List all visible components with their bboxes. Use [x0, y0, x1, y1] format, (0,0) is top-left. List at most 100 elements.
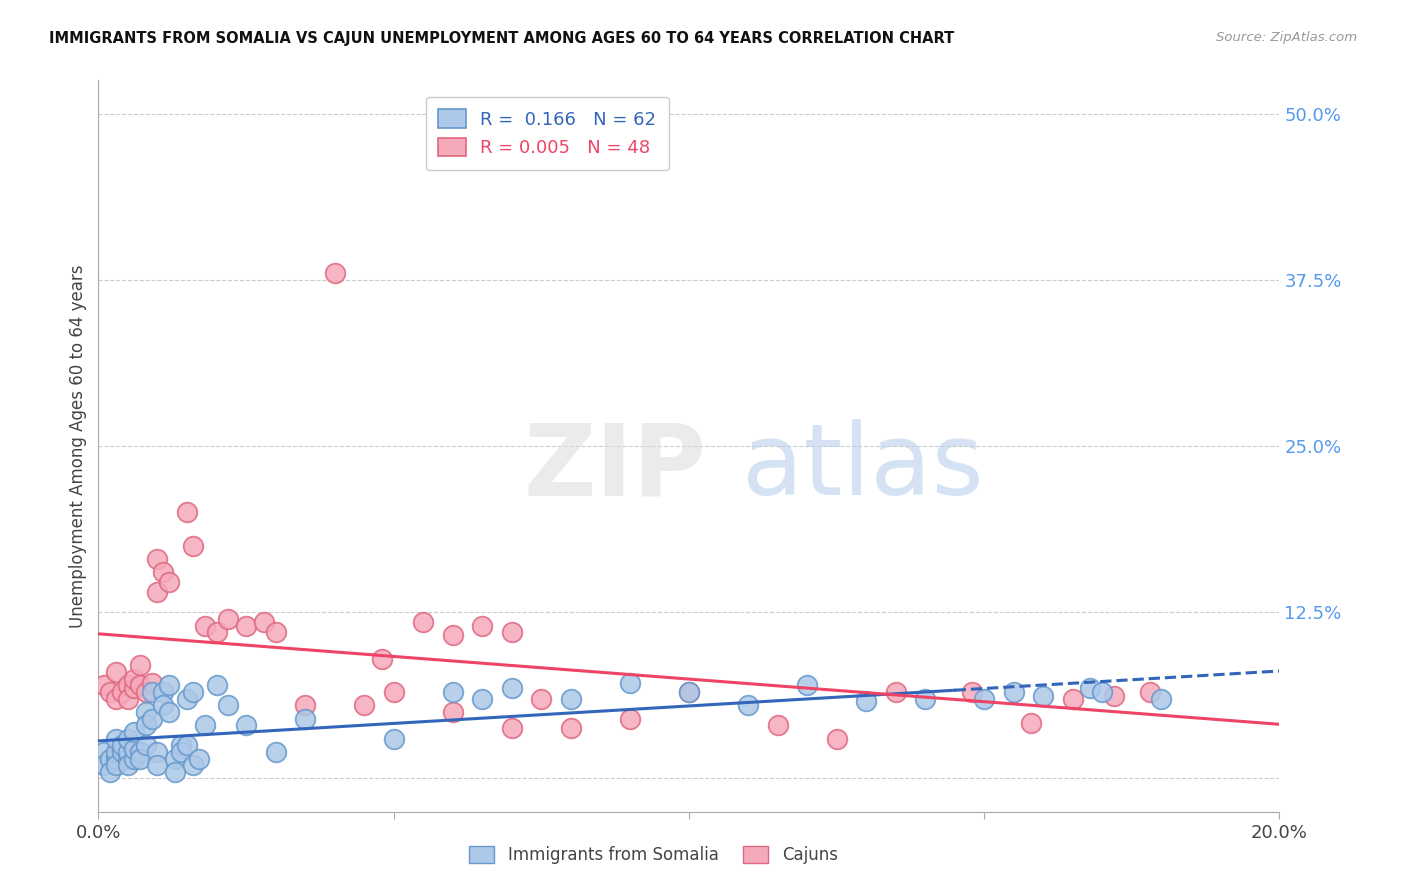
Point [170, 738, 193, 752]
Point [146, 552, 169, 566]
Point [914, 691, 936, 706]
Point [181, 758, 204, 772]
Point [105, 691, 128, 706]
Point [146, 745, 169, 759]
Point [855, 694, 877, 708]
Point [176, 691, 198, 706]
Point [105, 665, 128, 679]
Point [157, 574, 180, 589]
Text: Source: ZipAtlas.com: Source: ZipAtlas.com [1216, 31, 1357, 45]
Point [1062, 691, 1084, 706]
Point [128, 751, 150, 765]
Point [146, 758, 169, 772]
Point [93, 758, 115, 772]
Point [111, 685, 134, 699]
Point [205, 625, 228, 640]
Point [217, 612, 239, 626]
Point [93, 745, 115, 759]
Point [441, 705, 464, 719]
Point [141, 685, 163, 699]
Point [117, 751, 139, 765]
Point [962, 685, 984, 699]
Point [501, 625, 523, 640]
Point [353, 698, 375, 713]
Point [973, 691, 995, 706]
Point [176, 738, 198, 752]
Point [111, 745, 134, 759]
Point [371, 652, 394, 666]
Point [128, 745, 150, 759]
Point [560, 721, 582, 735]
Point [105, 758, 128, 772]
Point [1139, 685, 1161, 699]
Point [441, 685, 464, 699]
Point [264, 625, 287, 640]
Point [181, 685, 204, 699]
Text: ZIP: ZIP [523, 419, 706, 516]
Point [157, 678, 180, 692]
Point [165, 751, 187, 765]
Point [253, 615, 276, 629]
Point [1002, 685, 1025, 699]
Point [135, 738, 157, 752]
Point [294, 698, 316, 713]
Point [1150, 691, 1173, 706]
Point [264, 745, 287, 759]
Point [122, 751, 145, 765]
Point [766, 718, 789, 732]
Point [98, 764, 121, 779]
Point [501, 721, 523, 735]
Point [93, 678, 115, 692]
Point [135, 718, 157, 732]
Point [471, 618, 494, 632]
Point [1080, 681, 1102, 695]
Point [1102, 689, 1125, 703]
Point [135, 685, 157, 699]
Point [884, 685, 907, 699]
Point [825, 731, 848, 746]
Point [205, 678, 228, 692]
Point [530, 691, 553, 706]
Point [441, 628, 464, 642]
Point [235, 718, 257, 732]
Point [146, 585, 169, 599]
Point [217, 698, 239, 713]
Point [181, 539, 204, 553]
Point [135, 705, 157, 719]
Point [98, 685, 121, 699]
Point [187, 751, 209, 765]
Point [560, 691, 582, 706]
Point [105, 731, 128, 746]
Point [157, 705, 180, 719]
Point [471, 691, 494, 706]
Point [128, 678, 150, 692]
Point [501, 681, 523, 695]
Point [117, 745, 139, 759]
Point [117, 691, 139, 706]
Point [105, 751, 128, 765]
Legend: Immigrants from Somalia, Cajuns: Immigrants from Somalia, Cajuns [464, 841, 842, 869]
Point [194, 718, 217, 732]
Point [111, 738, 134, 752]
Point [1091, 685, 1114, 699]
Point [323, 266, 346, 280]
Point [141, 675, 163, 690]
Y-axis label: Unemployment Among Ages 60 to 64 years: Unemployment Among Ages 60 to 64 years [69, 264, 87, 628]
Point [294, 712, 316, 726]
Point [1021, 715, 1043, 730]
Point [412, 615, 434, 629]
Point [152, 698, 174, 713]
Point [235, 618, 257, 632]
Point [796, 678, 818, 692]
Point [737, 698, 759, 713]
Point [194, 618, 217, 632]
Point [170, 745, 193, 759]
Point [117, 758, 139, 772]
Point [122, 681, 145, 695]
Point [141, 712, 163, 726]
Point [152, 685, 174, 699]
Point [122, 742, 145, 756]
Point [165, 764, 187, 779]
Point [117, 678, 139, 692]
Point [122, 725, 145, 739]
